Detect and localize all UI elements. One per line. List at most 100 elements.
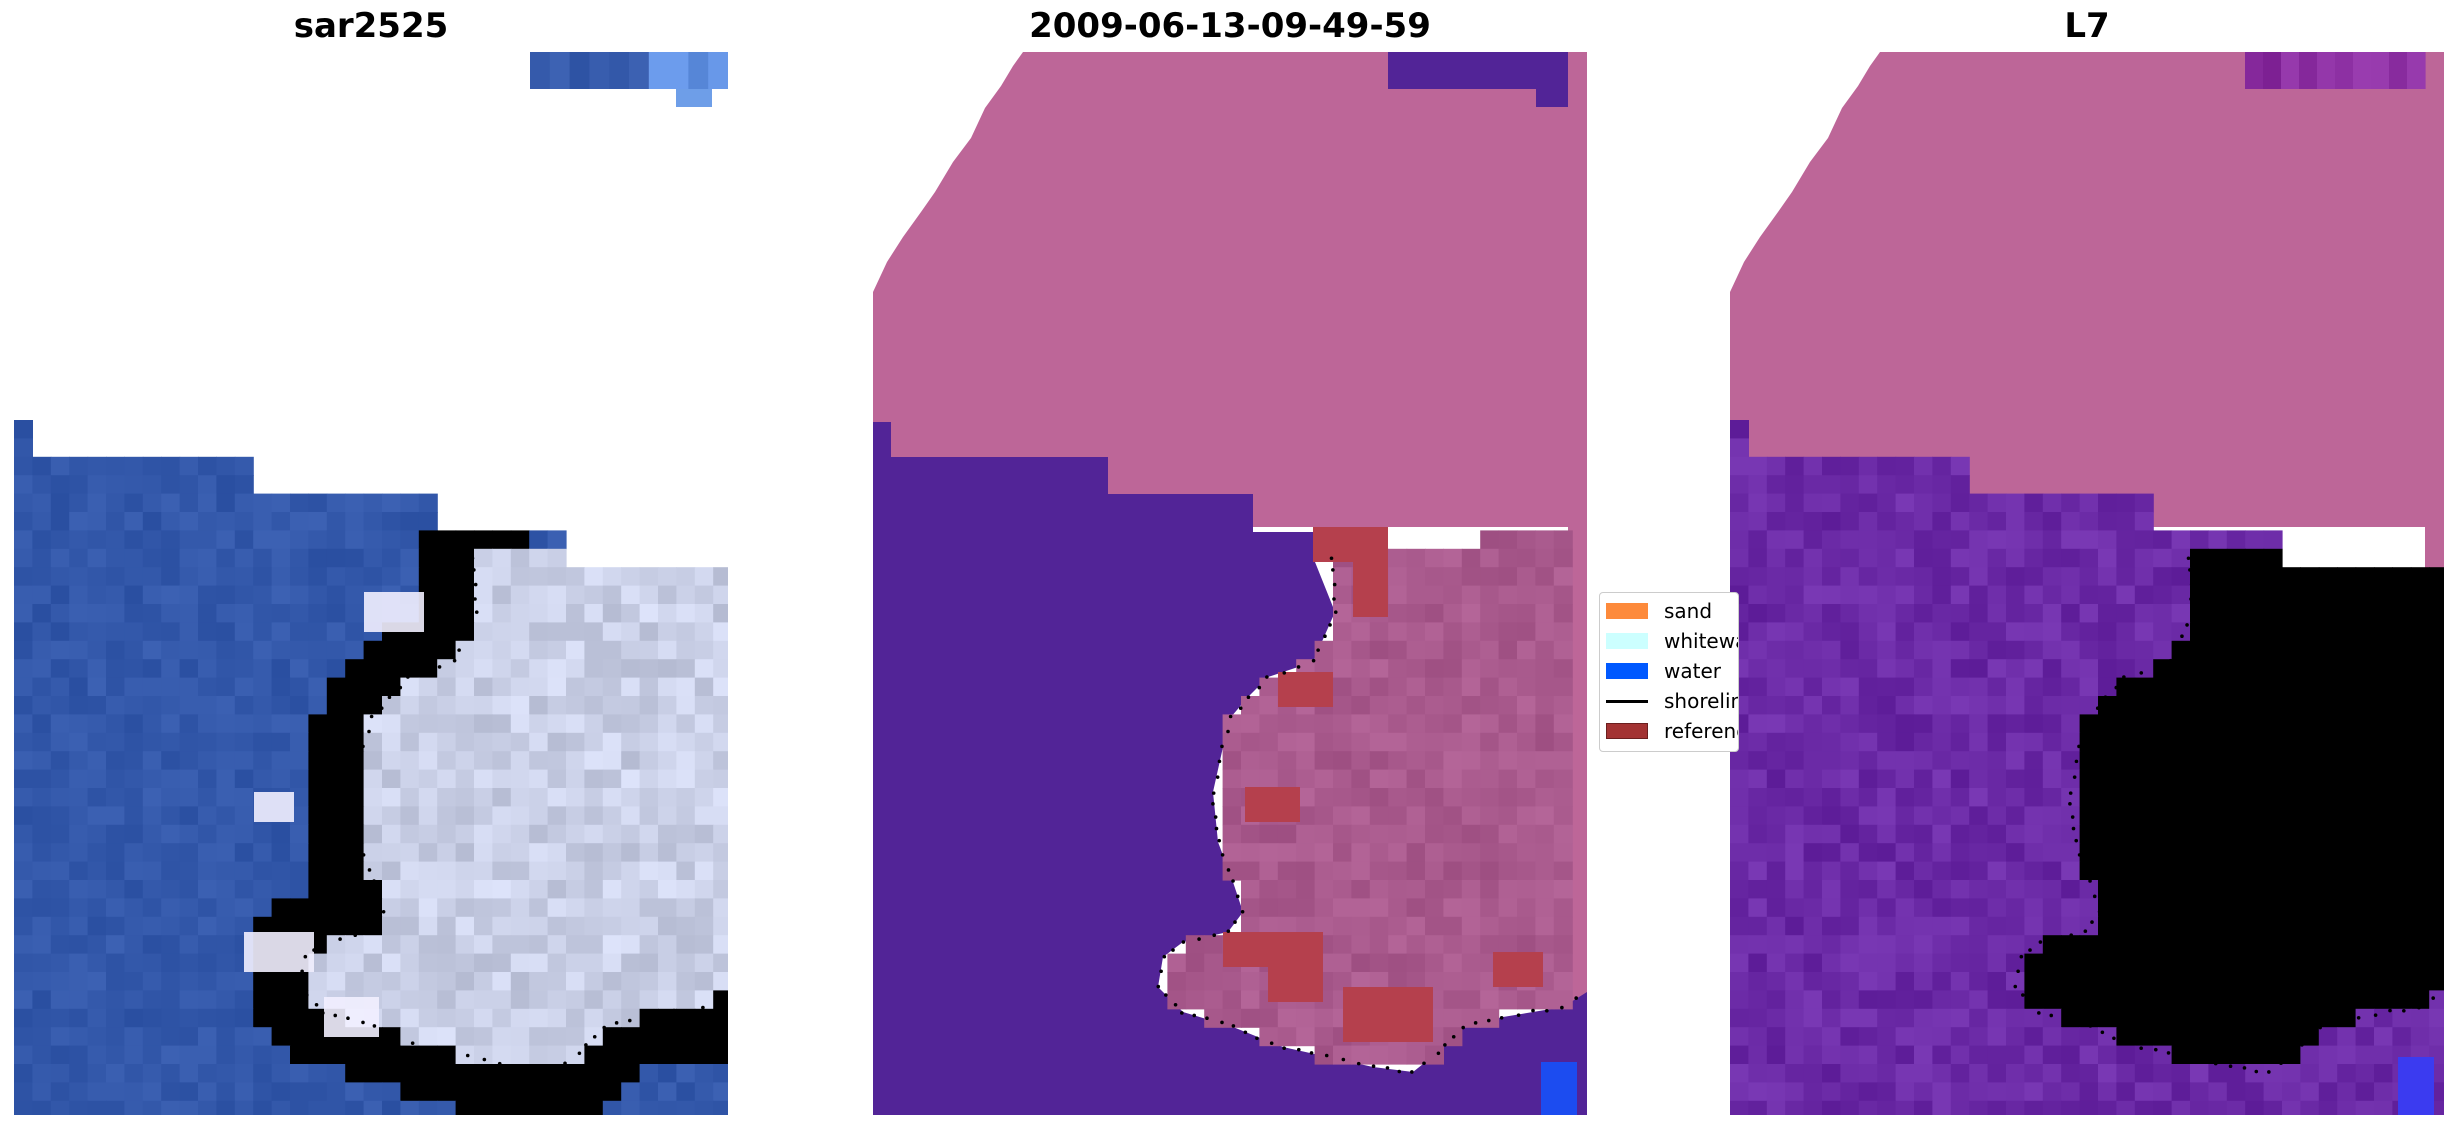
rgb-pixel [345,604,365,623]
index-pixel [2024,659,2044,679]
index-pixel [2024,972,2044,991]
index-pixel [2281,52,2300,89]
rgb-pixel [106,788,125,807]
rgb-pixel [629,52,650,89]
rgb-pixel [492,622,512,642]
shoreline-point [387,695,392,700]
index-pixel [2042,1064,2062,1083]
rgb-pixel [345,953,365,973]
index-pixel [2079,1064,2099,1083]
index-pixel [2098,732,2117,752]
index-pixel [1822,714,1841,734]
shoreline-point [472,568,476,572]
land-pixel [1425,880,1444,899]
rgb-pixel [437,696,457,715]
index-pixel [1914,512,1933,531]
land-pixel [1480,898,1500,918]
land-pixel [1461,861,1481,881]
index-pixel [2355,990,2375,1010]
index-pixel [1803,732,1823,752]
rgb-pixel [382,640,401,660]
index-pixel [1914,806,1933,826]
land-pixel [1369,898,1389,918]
land-pixel [1296,1027,1316,1047]
rgb-pixel [14,622,33,642]
index-pixel [1914,880,1933,899]
index-pixel [2061,769,2081,789]
index-pixel [1858,990,1878,1010]
land-pixel [1461,567,1481,587]
shoreline-point [303,954,308,959]
index-pixel [1785,493,1805,513]
rgb-pixel [474,990,493,1010]
index-pixel [1877,732,1897,752]
land-pixel [1498,935,1518,955]
shoreline-point [2077,853,2082,857]
index-pixel [1785,677,1805,697]
rgb-pixel [694,1008,714,1028]
rgb-pixel [547,824,567,844]
rgb-pixel [290,714,309,734]
index-pixel [1914,1100,1933,1115]
shoreline-point [497,1061,502,1066]
index-pixel [1822,861,1841,881]
shoreline-point [2071,826,2076,831]
shoreline-point [2181,1053,2186,1058]
index-pixel [1766,640,1786,660]
rgb-pixel [142,1082,162,1102]
rgb-pixel [382,824,401,844]
index-pixel [1987,1064,2007,1083]
rgb-pixel [713,953,728,973]
rgb-pixel [161,806,181,826]
index-pixel [2226,788,2246,807]
shoreline-point [2388,1008,2392,1013]
rgb-pixel [124,732,144,752]
index-pixel [1858,880,1878,899]
land-pixel [1535,696,1555,715]
rgb-pixel [455,1045,475,1065]
rgb-pixel [382,953,401,973]
rgb-pixel [69,972,89,991]
rgb-pixel [602,916,622,936]
index-pixel [2355,751,2375,771]
land-pixel [1461,659,1481,679]
shoreline-point [1205,1016,1209,1021]
index-pixel [2337,972,2357,991]
rgb-pixel [290,1064,309,1083]
index-pixel [2263,1100,2283,1115]
index-pixel [2042,788,2062,807]
rgb-pixel [363,1082,383,1102]
rgb-pixel [50,880,70,899]
rgb-pixel [69,659,89,679]
rgb-pixel [198,1082,217,1102]
index-pixel [1803,456,1823,476]
index-pixel [2190,769,2209,789]
rgb-pixel [106,604,125,623]
rgb-pixel [253,677,273,697]
rgb-pixel [216,622,236,642]
index-pixel [2079,677,2099,697]
rgb-pixel [639,898,659,918]
index-pixel [2263,622,2283,642]
index-pixel [2374,880,2393,899]
index-pixel [1969,769,1989,789]
land-pixel [1333,916,1352,936]
rgb-pixel [253,585,273,605]
shoreline-point [1323,634,1327,639]
index-pixel [2318,990,2338,1010]
rgb-pixel [474,677,493,697]
rgb-pixel [382,935,401,955]
index-pixel [2263,567,2283,587]
rgb-pixel [510,1045,530,1065]
rgb-pixel [253,769,273,789]
rgb-pixel [437,1100,457,1115]
index-pixel [2006,1082,2025,1102]
rgb-pixel [492,659,512,679]
index-pixel [2153,806,2173,826]
shoreline-point [1332,597,1336,601]
rgb-pixel [658,1082,677,1102]
rgb-pixel [234,696,254,715]
rgb-pixel [198,806,217,826]
rgb-pixel [529,898,549,918]
land-pixel [1259,898,1279,918]
